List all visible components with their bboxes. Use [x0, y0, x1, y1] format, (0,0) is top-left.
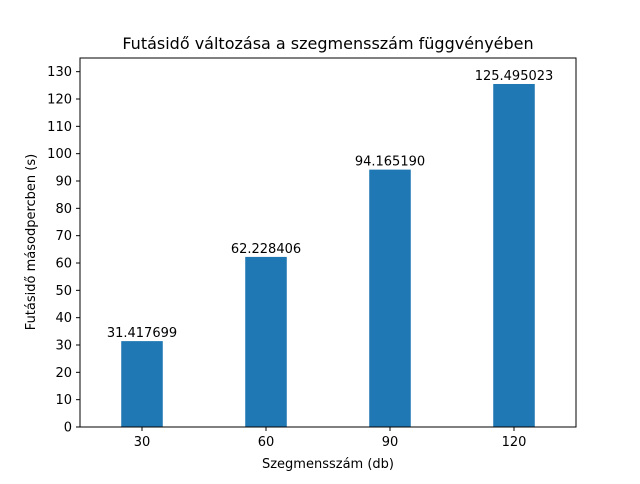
bar — [493, 83, 535, 427]
plot-area: 31.417699 62.228406 94.165190 125.495023 0 10… — [47, 57, 577, 450]
y-tick-label: 120 — [47, 93, 72, 108]
y-tick-label: 70 — [55, 229, 72, 244]
y-tick-label: 30 — [55, 339, 72, 354]
x-tick-label: 30 — [134, 435, 151, 450]
data-label: 62.228406 — [231, 242, 301, 257]
data-label: 94.165190 — [355, 155, 425, 170]
y-tick-label: 10 — [55, 393, 72, 408]
x-axis-label: Szegmensszám (db) — [262, 457, 394, 472]
x-tick-label: 120 — [502, 435, 527, 450]
y-tick-label: 20 — [55, 366, 72, 381]
y-axis-label: Futásidő másodpercben (s) — [24, 154, 39, 330]
y-tick-label: 90 — [55, 175, 72, 190]
data-label: 31.417699 — [107, 326, 177, 341]
bar — [369, 169, 411, 427]
y-tick-label: 80 — [55, 202, 72, 217]
y-tick-label: 110 — [47, 120, 72, 135]
y-tick-label: 40 — [55, 311, 72, 326]
x-tick-label: 90 — [382, 435, 399, 450]
y-tick-label: 100 — [47, 147, 72, 162]
bar — [121, 341, 163, 427]
chart-title: Futásidő változása a szegmensszám függvé… — [122, 34, 533, 53]
axes-frame — [79, 57, 577, 428]
data-label: 125.495023 — [475, 69, 554, 84]
bar — [245, 256, 287, 427]
y-tick-label: 130 — [47, 65, 72, 80]
y-tick-label: 0 — [64, 421, 72, 436]
y-tick-label: 60 — [55, 257, 72, 272]
x-tick-label: 60 — [258, 435, 275, 450]
y-tick-label: 50 — [55, 284, 72, 299]
